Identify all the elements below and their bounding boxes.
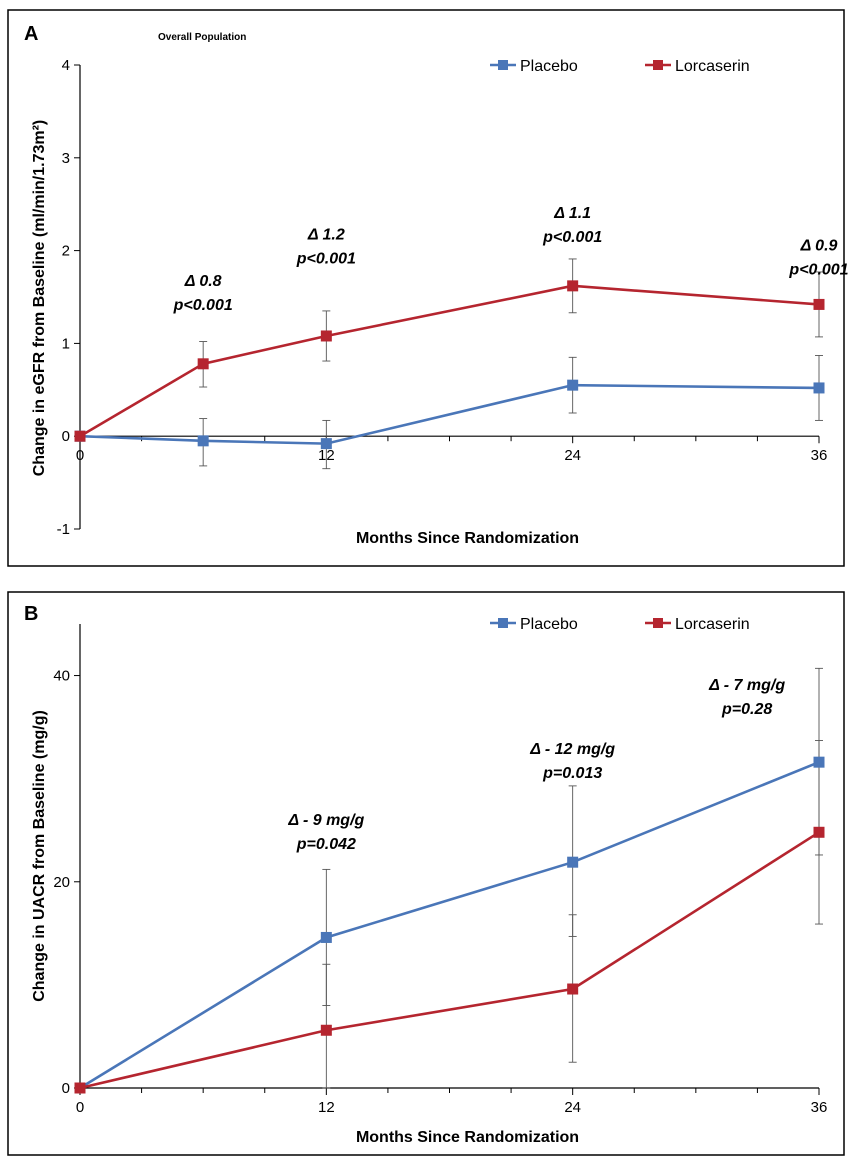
x-tick-label: 0: [76, 1099, 84, 1116]
annotation-text: p<0.001: [173, 297, 233, 314]
data-point-placebo: [567, 856, 579, 868]
data-point-placebo: [567, 379, 579, 391]
panel-b-chart: 0 20 40 0 12 24 36 Months Since Randomization Ch…: [31, 616, 827, 1146]
data-point-placebo: [197, 435, 209, 447]
y-axis-title: Change in eGFR from Baseline (ml/min/1.7…: [31, 120, 48, 477]
data-point-placebo: [320, 438, 332, 450]
series-line-lorcaserin: [79, 831, 820, 1090]
data-point-placebo: [320, 931, 332, 943]
x-tick-label: 0: [76, 447, 84, 464]
annotation-text: Δ 1.1: [553, 205, 591, 222]
data-point-lorcaserin: [74, 1082, 86, 1094]
x-tick-label: 12: [318, 1099, 335, 1116]
legend-marker: [498, 60, 508, 70]
data-point-lorcaserin: [813, 298, 825, 310]
x-axis-title: Months Since Randomization: [356, 1129, 579, 1146]
annotation-text: Δ 0.9: [800, 238, 838, 255]
panel-a-letter: A: [24, 23, 38, 45]
annotation-text: p=0.042: [296, 836, 356, 853]
annotation-text: Δ - 7 mg/g: [708, 677, 785, 694]
annotation-text: Δ 1.2: [307, 226, 345, 243]
series-line-placebo: [79, 760, 820, 1090]
legend-marker: [653, 618, 663, 628]
legend-marker: [653, 60, 663, 70]
panel-a-subtitle: Overall Population: [158, 32, 246, 43]
data-point-lorcaserin: [813, 826, 825, 838]
y-tick-label: 2: [62, 243, 70, 260]
y-tick-label: -1: [57, 521, 70, 538]
panel-b-letter: B: [24, 603, 38, 625]
annotation-text: p=0.013: [542, 765, 602, 782]
data-point-lorcaserin: [74, 430, 86, 442]
x-tick-label: 24: [564, 1099, 581, 1116]
annotation-text: p<0.001: [296, 250, 356, 267]
annotation-text: Δ - 9 mg/g: [287, 812, 364, 829]
data-point-lorcaserin: [567, 280, 579, 292]
legend-marker: [498, 618, 508, 628]
legend-label: Placebo: [520, 58, 578, 75]
legend-label: Lorcaserin: [675, 616, 750, 633]
y-tick-label: 40: [53, 668, 70, 685]
annotation-text: Δ - 12 mg/g: [529, 741, 615, 758]
legend-label: Placebo: [520, 616, 578, 633]
y-tick-label: 4: [62, 57, 70, 74]
y-tick-label: 0: [62, 1080, 70, 1097]
annotation-text: p<0.001: [788, 262, 848, 279]
y-axis-title: Change in UACR from Baseline (mg/g): [31, 710, 48, 1002]
y-tick-label: 0: [62, 428, 70, 445]
panel-b-frame: [7, 591, 845, 1156]
x-axis-title: Months Since Randomization: [356, 530, 579, 547]
data-point-lorcaserin: [197, 358, 209, 370]
x-tick-label: 24: [564, 447, 581, 464]
data-point-placebo: [813, 756, 825, 768]
panel-a-frame: [7, 9, 845, 567]
annotation-text: p=0.28: [721, 701, 772, 718]
y-tick-label: 3: [62, 150, 70, 167]
data-point-lorcaserin: [320, 330, 332, 342]
x-tick-label: 36: [811, 1099, 828, 1116]
data-point-lorcaserin: [320, 1024, 332, 1036]
data-point-placebo: [813, 382, 825, 394]
annotation-text: Δ 0.8: [184, 273, 222, 290]
legend-label: Lorcaserin: [675, 58, 750, 75]
annotation-text: p<0.001: [542, 229, 602, 246]
x-tick-label: 36: [811, 447, 828, 464]
y-tick-label: 1: [62, 335, 70, 352]
data-point-lorcaserin: [567, 983, 579, 995]
y-tick-label: 20: [53, 874, 70, 891]
